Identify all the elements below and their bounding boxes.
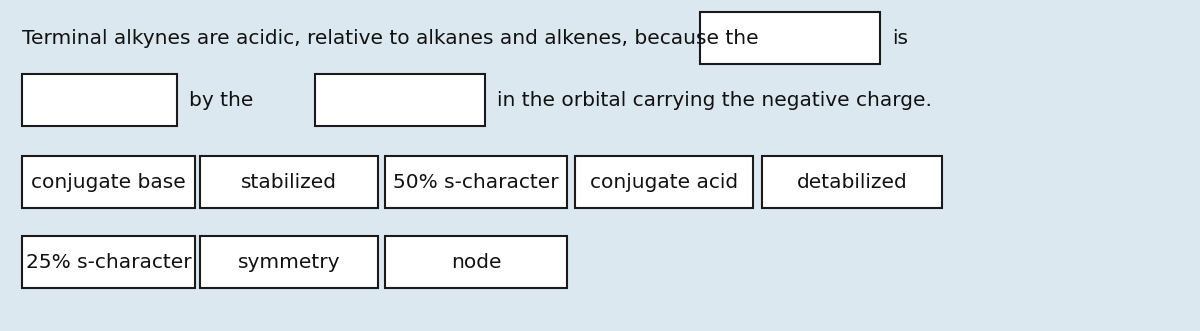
FancyBboxPatch shape [575,156,754,208]
Text: stabilized: stabilized [241,172,337,192]
FancyBboxPatch shape [200,236,378,288]
Text: conjugate acid: conjugate acid [590,172,738,192]
FancyBboxPatch shape [200,156,378,208]
Text: Terminal alkynes are acidic, relative to alkanes and alkenes, because the: Terminal alkynes are acidic, relative to… [22,28,758,48]
Text: symmetry: symmetry [238,253,341,271]
FancyBboxPatch shape [22,236,194,288]
FancyBboxPatch shape [762,156,942,208]
FancyBboxPatch shape [385,236,568,288]
Text: 50% s-character: 50% s-character [394,172,559,192]
Text: conjugate base: conjugate base [31,172,186,192]
Text: is: is [892,28,908,48]
Text: by the: by the [190,90,253,110]
FancyBboxPatch shape [385,156,568,208]
FancyBboxPatch shape [22,156,194,208]
Text: in the orbital carrying the negative charge.: in the orbital carrying the negative cha… [497,90,932,110]
FancyBboxPatch shape [314,74,485,126]
Text: 25% s-character: 25% s-character [25,253,191,271]
FancyBboxPatch shape [700,12,880,64]
Text: detabilized: detabilized [797,172,907,192]
FancyBboxPatch shape [22,74,178,126]
Text: node: node [451,253,502,271]
